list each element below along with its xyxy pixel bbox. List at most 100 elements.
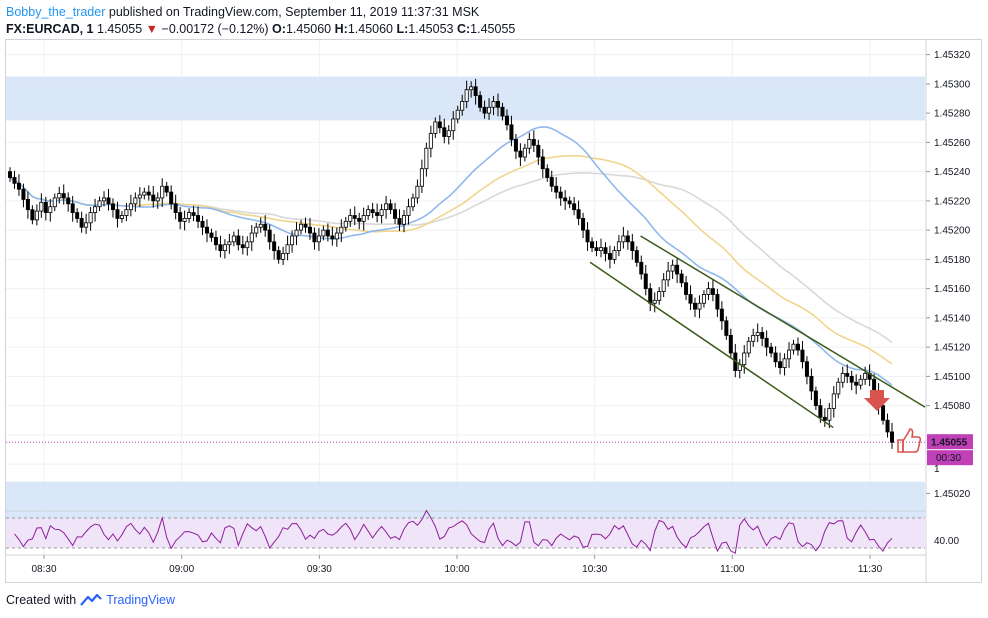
candle-body xyxy=(460,101,465,111)
candle-body xyxy=(357,218,362,222)
candle-body xyxy=(469,86,474,91)
candle-body xyxy=(339,226,344,234)
candle-body xyxy=(522,147,527,158)
sell-arrow-icon xyxy=(864,390,890,411)
time-axis: 08:30 09:00 09:30 10:00 10:30 11:00 11:30 xyxy=(6,554,926,575)
candle-body xyxy=(881,405,886,421)
candle-body xyxy=(594,247,599,252)
candle-body xyxy=(213,237,218,246)
candle-body xyxy=(616,241,621,251)
candle-body xyxy=(424,147,429,170)
candle-body xyxy=(93,206,98,213)
candle-body xyxy=(670,264,675,272)
candle-body xyxy=(290,235,295,246)
candle-body xyxy=(688,294,693,304)
candle-body xyxy=(509,124,514,140)
candle-body xyxy=(455,109,460,120)
candle-body xyxy=(146,191,151,196)
time-tick-label: 09:30 xyxy=(307,564,332,575)
candle-body xyxy=(419,168,424,187)
candle-body xyxy=(854,381,859,386)
thumbs-up-icon-hand xyxy=(902,428,922,453)
candle-body xyxy=(119,215,124,219)
time-tick-label: 11:00 xyxy=(720,564,745,575)
author-link[interactable]: Bobby_the_trader xyxy=(6,5,106,19)
ohlc-legend: FX:EURCAD, 1 1.45055 ▼ −0.00172 (−0.12%)… xyxy=(6,22,515,36)
candle-body xyxy=(769,346,774,354)
candle-body xyxy=(442,127,447,137)
candle-body xyxy=(155,197,160,202)
candle-body xyxy=(169,191,174,205)
candle-body xyxy=(249,232,254,243)
candle-body xyxy=(809,375,814,392)
candle-body xyxy=(312,232,317,243)
candle-body xyxy=(496,101,501,108)
candle-body xyxy=(370,209,375,213)
candle-body xyxy=(621,235,626,243)
candle-body xyxy=(428,133,433,149)
chart-frame xyxy=(5,39,982,583)
candle-body xyxy=(755,332,760,336)
candle-body xyxy=(285,244,290,254)
candle-body xyxy=(831,393,836,409)
candle-body xyxy=(16,182,21,190)
candle-body xyxy=(554,185,559,193)
candle-body xyxy=(858,378,863,386)
candle-body xyxy=(294,229,299,237)
price-tick-label: 1.45220 xyxy=(934,196,971,207)
candle-body xyxy=(433,121,438,135)
candle-body xyxy=(384,203,389,211)
channel-lower-line xyxy=(589,261,834,429)
time-tick-label: 11:30 xyxy=(858,564,883,575)
candle-body xyxy=(478,95,483,108)
open-label: O: xyxy=(272,22,286,36)
candle-body xyxy=(451,118,456,132)
tradingview-brand-link[interactable]: TradingView xyxy=(106,593,175,607)
price-tick-label: 1 xyxy=(934,464,940,475)
candle-body xyxy=(822,416,827,421)
countdown-label: 00:30 xyxy=(936,453,961,464)
candle-body xyxy=(43,201,48,213)
candle-body xyxy=(643,273,648,290)
price-tick-label: 1.45140 xyxy=(934,313,971,324)
price-tick-label: 1.45100 xyxy=(934,372,971,383)
candle-body xyxy=(804,361,809,377)
candles xyxy=(7,78,895,449)
candle-body xyxy=(204,226,209,234)
candle-body xyxy=(361,215,366,222)
candle-body xyxy=(885,419,890,433)
candle-body xyxy=(679,273,684,284)
candle-body xyxy=(231,235,236,243)
candle-body xyxy=(325,229,330,237)
candle-body xyxy=(160,185,165,199)
candle-body xyxy=(263,223,268,231)
current-price-label: 1.45055 xyxy=(931,438,968,449)
candle-body xyxy=(218,244,223,251)
price-change: −0.00172 (−0.12%) xyxy=(161,22,269,36)
candle-body xyxy=(209,232,214,238)
candle-body xyxy=(661,279,666,292)
candle-body xyxy=(12,177,17,184)
candle-body xyxy=(849,375,854,383)
low-value: 1.45053 xyxy=(408,22,454,36)
price-tick-label: 1.45080 xyxy=(934,401,971,412)
candle-body xyxy=(321,229,326,237)
current-price-tag xyxy=(927,434,973,450)
last-price: 1.45055 xyxy=(97,22,143,36)
candle-body xyxy=(352,215,357,219)
candle-body xyxy=(334,232,339,240)
candle-body xyxy=(393,209,398,219)
candle-body xyxy=(666,270,671,281)
candle-body xyxy=(307,226,312,234)
candle-body xyxy=(787,349,792,360)
price-tick-label: 1.45120 xyxy=(934,343,971,354)
candle-body xyxy=(684,282,689,295)
candle-body xyxy=(836,381,841,395)
candle-body xyxy=(693,302,698,310)
candle-body xyxy=(115,209,120,219)
time-tick-label: 08:30 xyxy=(31,564,56,575)
footer: Created with TradingView xyxy=(6,593,175,607)
candle-body xyxy=(401,215,406,225)
candle-body xyxy=(79,218,84,228)
